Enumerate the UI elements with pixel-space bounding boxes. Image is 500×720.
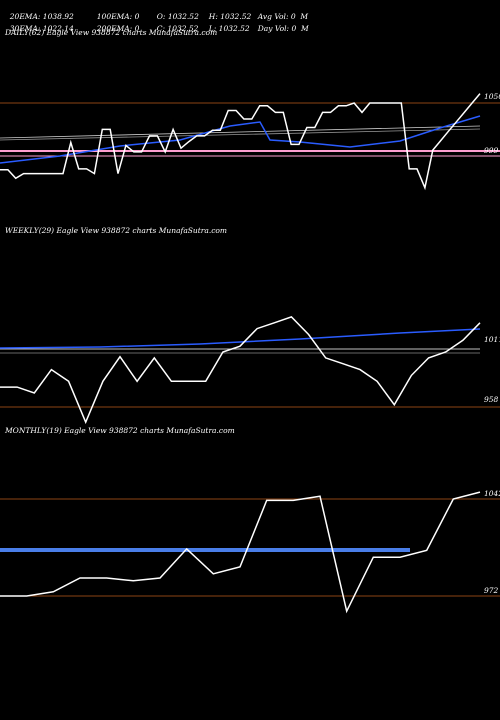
weekly-ema-line [0,328,481,349]
high-readout: H: 1032.52 [208,12,252,21]
open-readout: O: 1032.52 [156,12,199,21]
weekly-tick-1011: 1011 [484,335,500,344]
header-row-1: 20EMA: 1038.92 100EMA: 0 O: 1032.52 H: 1032… [5,3,308,21]
day-vol-readout: Day Vol: 0 M [257,24,309,33]
daily-chart: DAILY(62) Eagle View 938872 charts Munaf… [0,28,500,191]
monthly-tick-972: 972 [484,586,499,595]
weekly-chart: WEEKLY(29) Eagle View 938872 charts Muna… [0,226,500,425]
daily-chart-title: DAILY(62) Eagle View 938872 charts Munaf… [4,28,217,37]
ema20-readout: 20EMA: 1038.92 [9,12,74,21]
weekly-price-line [0,316,481,425]
low-readout: L: 1032.52 [208,24,250,33]
header-row-2: 30EMA: 1022.14 200EMA: 0 C: 1032.52 L: 1032… [5,15,309,33]
ema200-readout: 200EMA: 0 [96,24,140,33]
daily-price-line [0,93,481,191]
daily-tick-1050: 1050 [484,92,500,101]
monthly-price-line [0,491,481,614]
weekly-tick-958: 958 [484,395,499,404]
daily-ema-line [0,115,481,164]
daily-gray-ma-1 [0,125,481,139]
daily-gray-ma-2 [0,128,481,141]
avg-vol-readout: Avg Vol: 0 M [257,12,309,21]
monthly-chart-title: MONTHLY(19) Eagle View 938872 charts Mun… [4,426,235,435]
daily-tick-999: 999 [484,146,499,155]
ema100-readout: 100EMA: 0 [96,12,140,21]
ema30-readout: 30EMA: 1022.14 [9,24,74,33]
close-readout: C: 1032.52 [156,24,199,33]
monthly-tick-1042: 1042 [484,489,500,498]
monthly-chart: MONTHLY(19) Eagle View 938872 charts Mun… [0,426,500,614]
weekly-chart-title: WEEKLY(29) Eagle View 938872 charts Muna… [5,226,227,235]
